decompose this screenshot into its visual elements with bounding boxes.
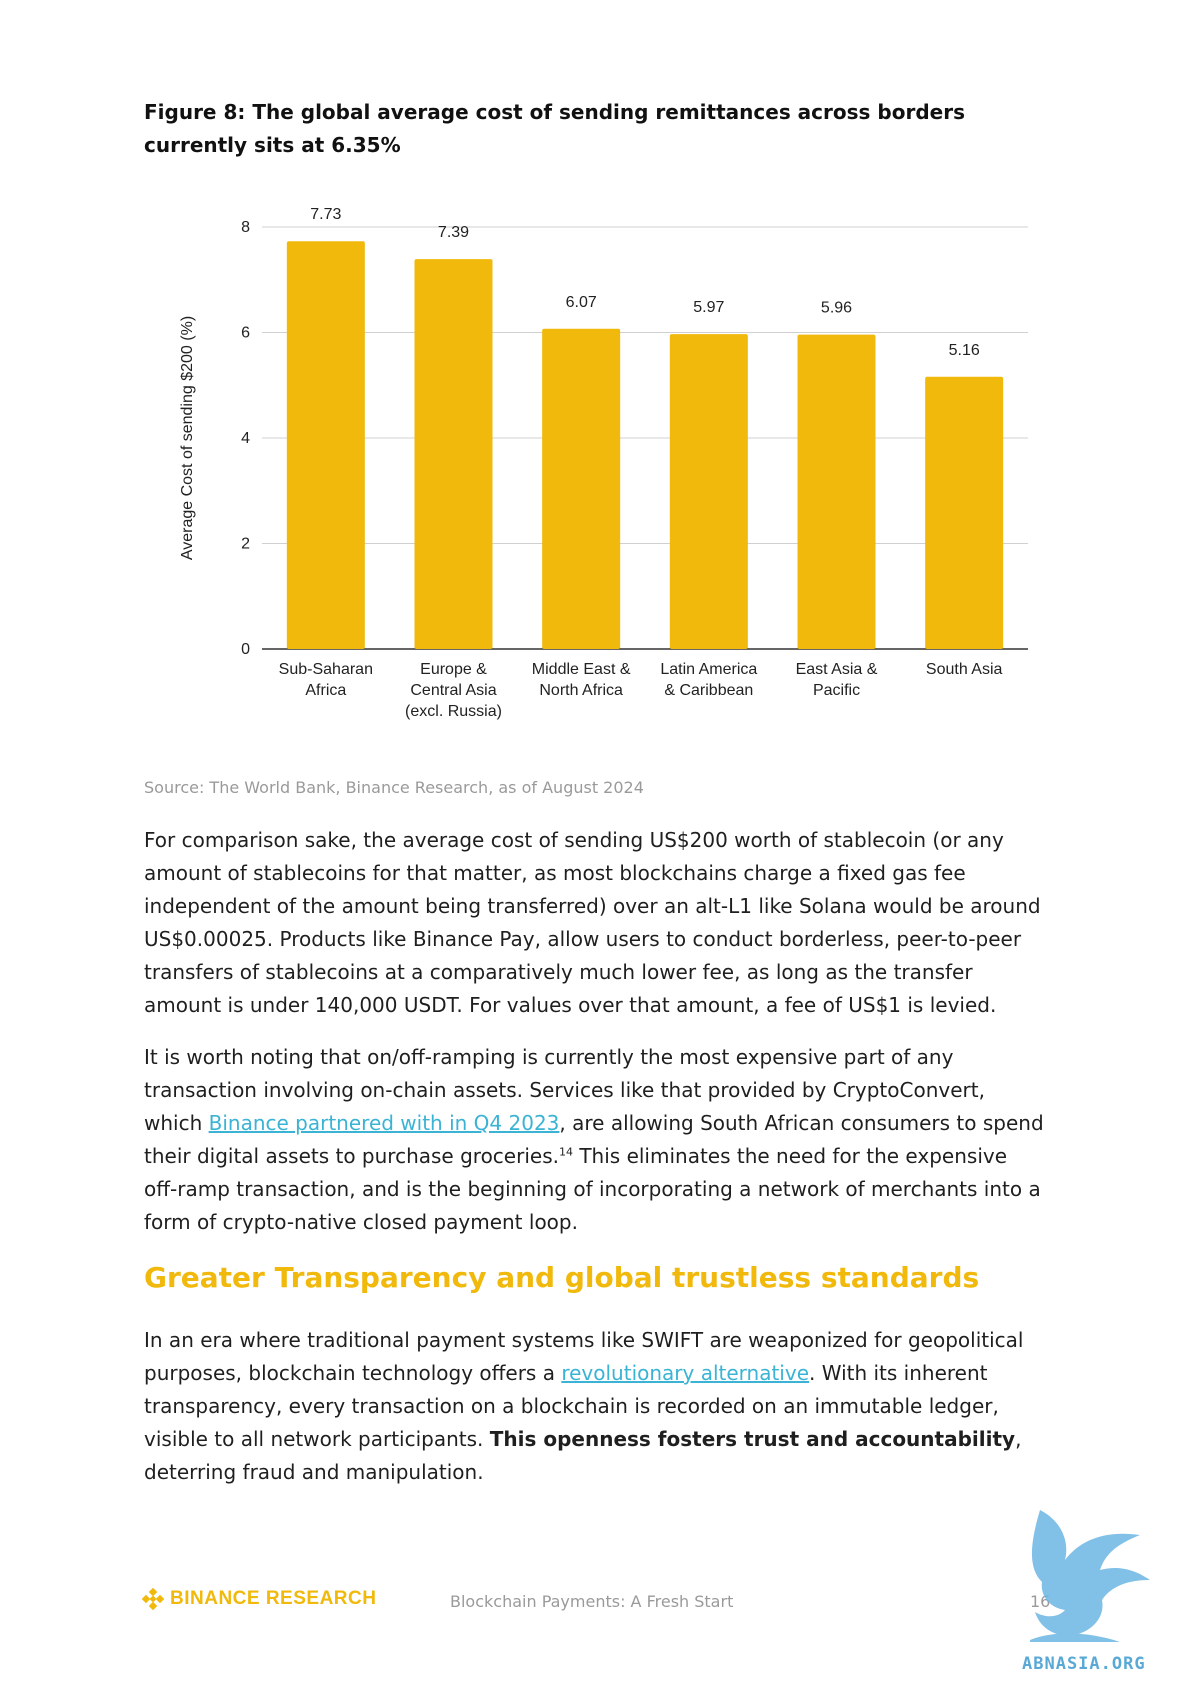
p3-text-a: In an era where traditional payment syst… [144, 1328, 1024, 1385]
bar [286, 241, 365, 649]
data-label: 7.39 [438, 224, 469, 241]
y-tick-label: 2 [241, 536, 250, 553]
data-label: 6.07 [566, 294, 597, 311]
bar [414, 259, 493, 649]
y-tick-label: 0 [241, 641, 250, 658]
p2-text-b: , are allowing South African consumers t… [144, 1111, 1044, 1168]
x-tick-label: (excl. Russia) [405, 703, 502, 720]
binance-research-logo: BINANCE RESEARCH [142, 1588, 376, 1610]
p3-text-b: . With its inherent transparency, every … [144, 1361, 999, 1451]
binance-diamond-icon [142, 1588, 164, 1610]
logo-text: BINANCE RESEARCH [170, 1588, 377, 1609]
x-tick-label: Europe & [420, 661, 487, 678]
x-tick-label: East Asia & [796, 661, 878, 678]
paragraph-transparency: In an era where traditional payment syst… [144, 1324, 1044, 1489]
bar [797, 334, 876, 649]
y-axis-label: Average Cost of sending $200 (%) [179, 316, 196, 560]
revolutionary-alternative-link[interactable]: revolutionary alternative [561, 1361, 810, 1385]
x-tick-label: North Africa [539, 682, 623, 699]
y-tick-label: 8 [241, 219, 250, 236]
x-tick-label: Latin America [660, 661, 757, 678]
p3-bold-text: This openness fosters trust and accounta… [489, 1427, 1016, 1451]
paragraph-comparison: For comparison sake, the average cost of… [144, 828, 1041, 1017]
figure-title: Figure 8: The global average cost of sen… [144, 100, 965, 157]
p3-text-c: , deterring fraud and manipulation. [144, 1427, 1022, 1484]
data-label: 5.97 [693, 299, 724, 316]
y-tick-label: 4 [241, 430, 250, 447]
footnote-14: 14 [558, 1145, 573, 1159]
y-tick-label: 6 [241, 325, 250, 342]
bar-chart: 0 2 4 6 8 Average Cost of sending $200 (%) 7.7… [179, 206, 1028, 720]
paragraph-onramp: It is worth noting that on/off-ramping i… [144, 1041, 1044, 1239]
data-label: 7.73 [310, 206, 341, 223]
section-heading: Greater Transparency and global trustles… [144, 1261, 980, 1294]
binance-partnered-link[interactable]: Binance partnered with in Q4 2023 [208, 1111, 560, 1135]
bar [925, 376, 1004, 649]
x-tick-label: Sub-Saharan [279, 661, 373, 678]
x-tick-label: Pacific [813, 682, 860, 699]
x-tick-label: South Asia [926, 661, 1003, 678]
footer-document-title: Blockchain Payments: A Fresh Start [450, 1592, 734, 1611]
data-label: 5.96 [821, 300, 852, 317]
bar [542, 328, 621, 649]
x-tick-label: & Caribbean [664, 682, 753, 699]
p2-text-c: This eliminates the need for the expensi… [144, 1144, 1041, 1234]
x-tick-label: Central Asia [410, 682, 496, 699]
x-tick-label: Middle East & [532, 661, 631, 678]
griffin-watermark-icon [1030, 1510, 1150, 1642]
figure-source: Source: The World Bank, Binance Research… [144, 778, 644, 797]
bar [669, 334, 748, 649]
data-label: 5.16 [949, 342, 980, 359]
watermark-text: ABNASIA.ORG [1022, 1654, 1146, 1674]
x-tick-label: Africa [305, 682, 346, 699]
p2-text-a: It is worth noting that on/off-ramping i… [144, 1045, 985, 1135]
